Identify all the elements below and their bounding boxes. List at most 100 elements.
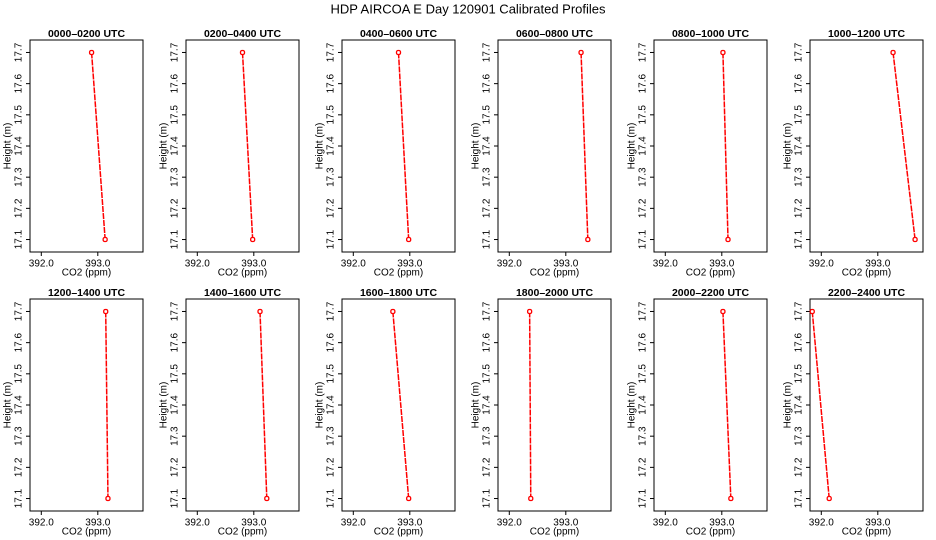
data-point	[257, 308, 263, 315]
profile-line	[722, 52, 729, 240]
y-tick-label: 17.2	[794, 198, 805, 218]
x-axis-label: CO2 (ppm)	[842, 268, 891, 279]
y-tick-label: 17.5	[326, 105, 337, 125]
x-axis-label: CO2 (ppm)	[530, 268, 579, 279]
y-axis-label: Height (m)	[315, 382, 326, 429]
plot-frame	[653, 39, 768, 253]
y-tick-label: 17.5	[326, 364, 337, 384]
data-point	[809, 308, 815, 315]
y-tick-label: 17.2	[482, 457, 493, 477]
data-point	[103, 308, 109, 315]
data-point	[390, 308, 396, 315]
y-tick-label: 17.5	[14, 364, 25, 384]
y-tick-label: 17.7	[482, 42, 493, 62]
x-tick-label: 393.0	[85, 259, 110, 270]
y-tick-label: 17.6	[170, 332, 181, 352]
plot-frame	[497, 298, 612, 512]
y-tick-label: 17.5	[638, 105, 649, 125]
y-tick-label: 17.7	[14, 301, 25, 321]
x-axis-label: CO2 (ppm)	[62, 268, 111, 279]
y-axis-label: Height (m)	[315, 123, 326, 170]
x-tick-label: 393.0	[865, 259, 890, 270]
y-tick-label: 17.1	[638, 229, 649, 249]
data-point	[578, 49, 584, 56]
data-point	[528, 495, 534, 502]
y-tick-label: 17.3	[482, 167, 493, 187]
y-tick-label: 17.5	[170, 364, 181, 384]
x-tick-label: 392.0	[29, 259, 54, 270]
panel-title: 1200–1400 UTC	[48, 287, 125, 299]
x-tick-label: 392.0	[29, 518, 54, 529]
data-point	[890, 49, 896, 56]
y-tick-label: 17.4	[170, 136, 181, 156]
page-title: HDP AIRCOA E Day 120901 Calibrated Profi…	[330, 1, 606, 16]
y-tick-label: 17.1	[638, 488, 649, 508]
y-axis-label: Height (m)	[471, 123, 482, 170]
y-tick-label: 17.7	[326, 42, 337, 62]
panel-title: 0600–0800 UTC	[516, 28, 593, 40]
data-point	[720, 49, 726, 56]
y-tick-label: 17.6	[482, 73, 493, 93]
y-tick-label: 17.4	[794, 395, 805, 415]
y-axis-label: Height (m)	[783, 382, 794, 429]
profile-line	[528, 311, 532, 499]
x-axis-label: CO2 (ppm)	[530, 527, 579, 538]
x-tick-label: 392.0	[497, 259, 522, 270]
y-tick-label: 17.5	[638, 364, 649, 384]
y-tick-label: 17.2	[638, 457, 649, 477]
panel-title: 0000–0200 UTC	[48, 28, 125, 40]
profile-line	[722, 311, 732, 499]
y-tick-label: 17.1	[326, 488, 337, 508]
y-axis-label: Height (m)	[783, 123, 794, 170]
x-tick-label: 393.0	[397, 518, 422, 529]
y-tick-label: 17.2	[638, 198, 649, 218]
x-tick-label: 393.0	[553, 259, 578, 270]
x-axis-label: CO2 (ppm)	[686, 527, 735, 538]
y-tick-label: 17.1	[794, 229, 805, 249]
plot-frame	[497, 39, 612, 253]
y-axis-label: Height (m)	[159, 382, 170, 429]
plot-frame	[185, 298, 300, 512]
y-tick-label: 17.7	[14, 42, 25, 62]
data-point	[395, 49, 402, 56]
plot-frame	[29, 39, 144, 253]
y-tick-label: 17.3	[170, 426, 181, 446]
x-tick-label: 392.0	[341, 259, 366, 270]
y-tick-label: 17.1	[482, 229, 493, 249]
y-tick-label: 17.1	[326, 229, 337, 249]
x-tick-label: 392.0	[809, 259, 834, 270]
data-point	[88, 49, 95, 56]
profile-line	[90, 52, 106, 240]
data-point	[239, 49, 246, 56]
y-tick-label: 17.3	[14, 167, 25, 187]
panel-title: 1000–1200 UTC	[828, 28, 905, 40]
y-tick-label: 17.4	[170, 395, 181, 415]
data-point	[728, 495, 734, 502]
y-tick-label: 17.2	[170, 198, 181, 218]
y-tick-label: 17.1	[482, 488, 493, 508]
profile-line	[892, 52, 916, 240]
x-tick-label: 393.0	[553, 518, 578, 529]
y-tick-label: 17.6	[14, 73, 25, 93]
x-axis-label: CO2 (ppm)	[62, 527, 111, 538]
x-tick-label: 393.0	[241, 518, 266, 529]
y-tick-label: 17.1	[794, 488, 805, 508]
panel-title: 2000–2200 UTC	[672, 287, 749, 299]
y-tick-label: 17.7	[482, 301, 493, 321]
x-axis-label: CO2 (ppm)	[218, 527, 267, 538]
x-tick-label: 393.0	[709, 518, 734, 529]
y-tick-label: 17.7	[170, 42, 181, 62]
x-tick-label: 393.0	[85, 518, 110, 529]
profile-line	[580, 52, 589, 240]
y-tick-label: 17.5	[482, 105, 493, 125]
y-axis-label: Height (m)	[627, 123, 638, 170]
